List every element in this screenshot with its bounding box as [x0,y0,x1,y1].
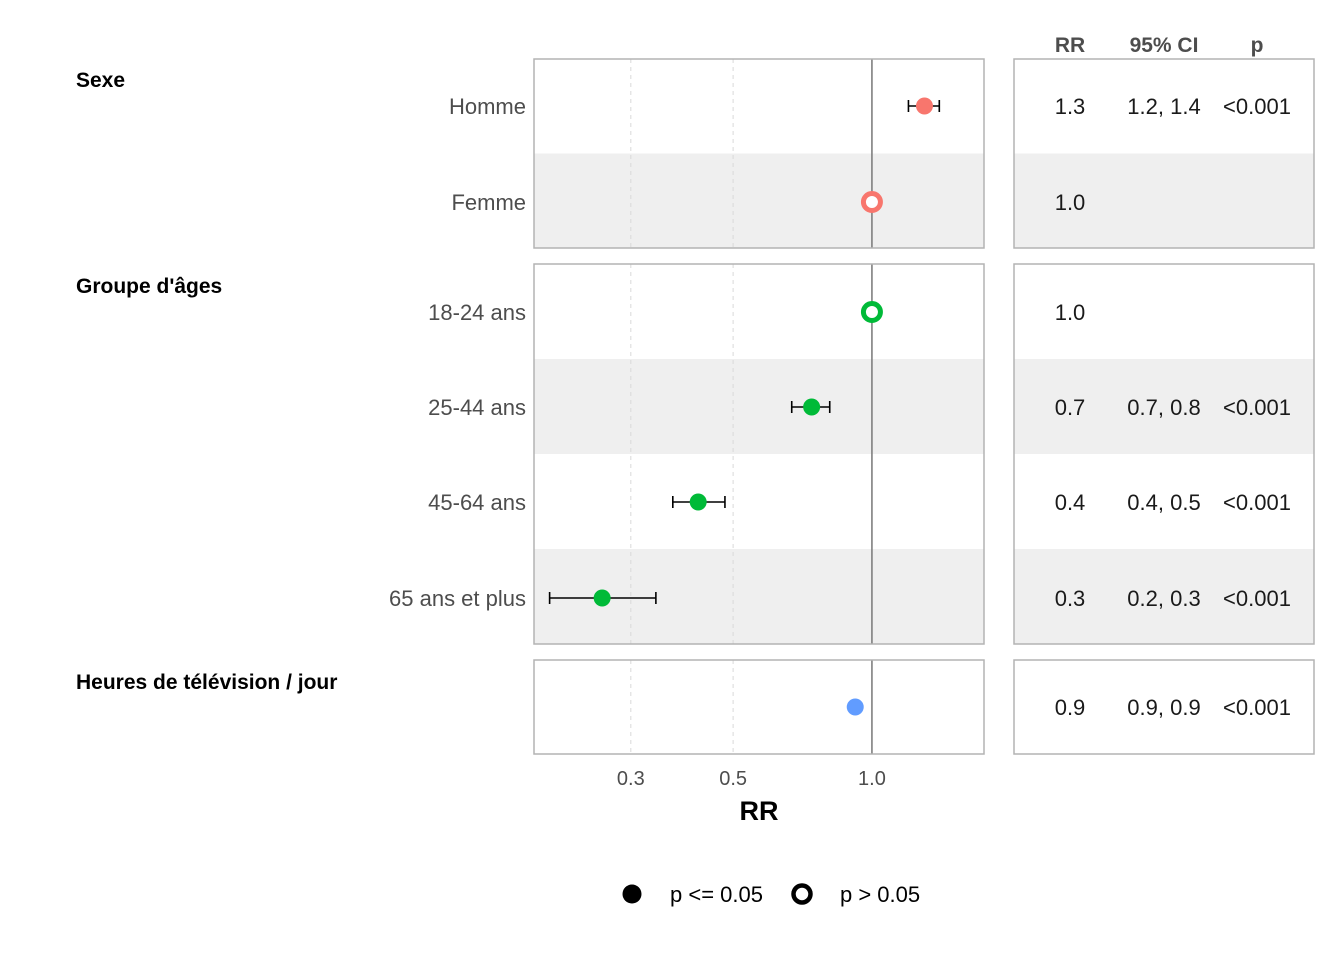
row-label: 45-64 ans [428,490,526,515]
cell-p: <0.001 [1223,395,1291,420]
cell-p: <0.001 [1223,490,1291,515]
plot-panel-border [533,659,985,755]
cell-rr: 0.3 [1055,586,1086,611]
cell-ci: 0.4, 0.5 [1127,490,1200,515]
x-axis-title: RR [740,796,779,826]
cell-rr: 0.4 [1055,490,1086,515]
point-estimate-reference [860,191,883,213]
cell-rr: 1.0 [1055,300,1086,325]
cell-ci: 0.2, 0.3 [1127,586,1200,611]
x-tick-label: 0.5 [719,768,747,790]
legend-key-filled [622,884,642,904]
point-estimate [689,493,707,511]
cell-rr: 0.9 [1055,695,1086,720]
cell-rr: 1.0 [1055,190,1086,215]
table-row-stripe [1014,153,1314,248]
cell-ci: 0.9, 0.9 [1127,695,1200,720]
plot-panel-border [533,58,985,249]
x-tick-label: 1.0 [858,768,886,790]
row-label: 65 ans et plus [389,586,526,611]
row-label: Femme [451,190,526,215]
legend-key-hollow [791,883,813,905]
x-tick-label: 0.3 [617,768,645,790]
row-label: Homme [449,94,526,119]
row-label: 18-24 ans [428,300,526,325]
cell-p: <0.001 [1223,695,1291,720]
cell-p: <0.001 [1223,94,1291,119]
cell-ci: 1.2, 1.4 [1127,94,1200,119]
table-panel-border [1013,263,1315,645]
group-label: Sexe [76,69,125,92]
legend-label: p <= 0.05 [670,882,763,907]
plot-panel-border [533,263,985,645]
legend-label: p > 0.05 [840,882,920,907]
group-label: Groupe d'âges [76,275,222,298]
point-estimate-reference [860,301,883,323]
table-row-stripe [1014,549,1314,644]
cell-p: <0.001 [1223,586,1291,611]
plot-row-stripe [534,153,984,248]
row-label: 25-44 ans [428,395,526,420]
table-panel-border [1013,659,1315,755]
table-panel-border [1013,58,1315,249]
cell-rr: 0.7 [1055,395,1086,420]
table-row-stripe [1014,359,1314,454]
point-estimate [846,698,864,716]
group-label: Heures de télévision / jour [76,671,337,694]
point-estimate [915,97,933,115]
cell-rr: 1.3 [1055,94,1086,119]
point-estimate [803,398,821,416]
table-header-0: RR [1055,34,1085,57]
plot-row-stripe [534,359,984,454]
point-estimate [593,589,611,607]
cell-ci: 0.7, 0.8 [1127,395,1200,420]
table-header-2: p [1251,34,1264,57]
table-header-1: 95% CI [1130,34,1199,57]
